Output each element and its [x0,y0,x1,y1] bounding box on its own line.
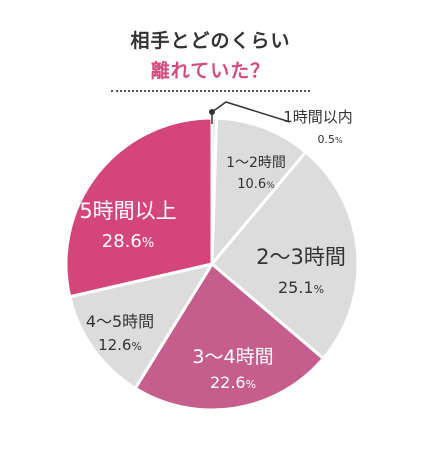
slice-label-3: 2～3時間 [256,245,346,269]
pie-slice-5 [68,262,214,390]
slice-value-6: 28.6% [102,231,154,252]
chart-title-line2: 離れていた？ [150,60,271,82]
leader-line [211,101,291,124]
slice-label-4: 3～4時間 [192,346,273,368]
chart-title-line1: 相手とどのくらい [130,30,291,52]
slice-value-3: 25.1% [278,278,324,297]
pie-slice-6 [64,116,214,299]
title-divider [111,90,310,92]
slice-value-2: 10.6% [237,177,275,192]
slice-value-5: 12.6% [98,336,142,354]
leader-dot [209,109,215,115]
slice-value-1: 0.5% [317,133,343,146]
slice-label-1: 1時間以内 [283,108,353,126]
slice-label-6: 5時間以上 [79,199,176,223]
pie-slice-4 [133,262,325,412]
pie-slice-2 [210,116,308,266]
slice-label-2: 1～2時間 [226,155,286,171]
slice-value-4: 22.6% [210,373,256,392]
slice-label-5: 4～5時間 [86,312,154,331]
pie-slice-3 [210,150,360,360]
